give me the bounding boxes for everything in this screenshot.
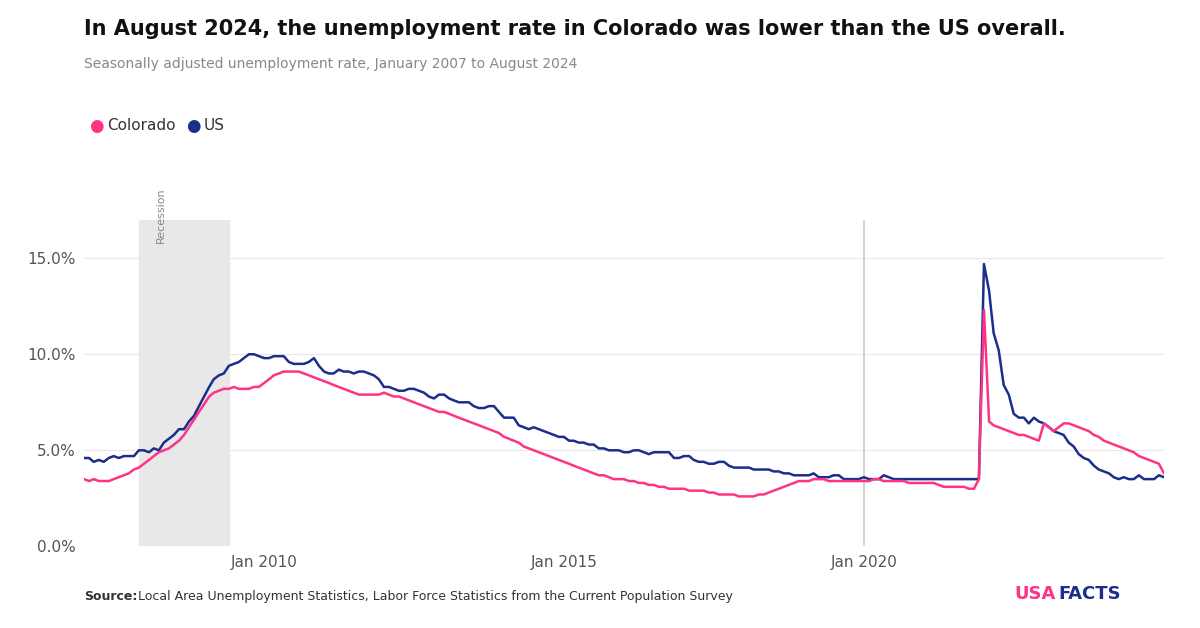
Text: USA: USA (1014, 585, 1055, 603)
Text: In August 2024, the unemployment rate in Colorado was lower than the US overall.: In August 2024, the unemployment rate in… (84, 19, 1066, 39)
Text: Colorado: Colorado (107, 118, 175, 133)
Text: Recession: Recession (156, 187, 167, 243)
Text: FACTS: FACTS (1058, 585, 1121, 603)
Text: Local Area Unemployment Statistics, Labor Force Statistics from the Current Popu: Local Area Unemployment Statistics, Labo… (134, 590, 733, 603)
Text: Seasonally adjusted unemployment rate, January 2007 to August 2024: Seasonally adjusted unemployment rate, J… (84, 57, 577, 70)
Bar (139, 220, 229, 546)
Text: Source:: Source: (84, 590, 137, 603)
Text: US: US (204, 118, 226, 133)
Text: ●: ● (89, 117, 103, 134)
Text: ●: ● (186, 117, 200, 134)
